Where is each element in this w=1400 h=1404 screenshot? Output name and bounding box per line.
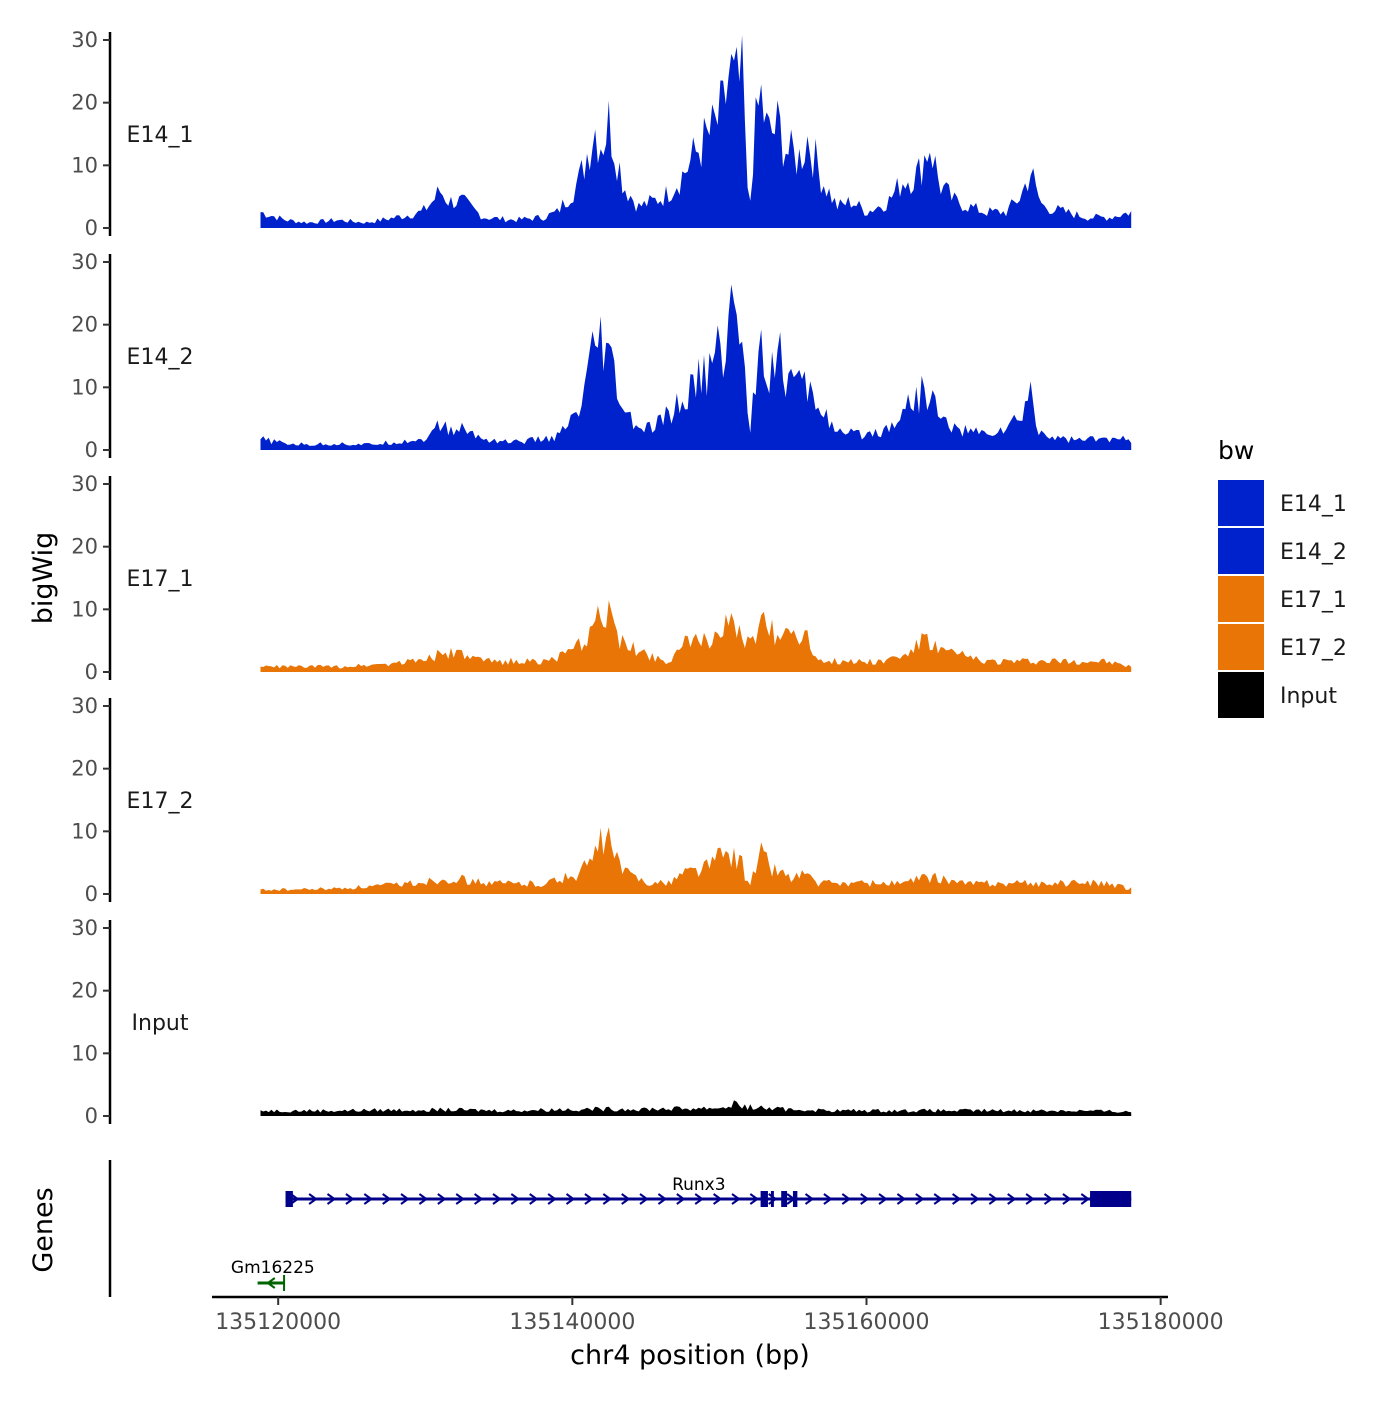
y-tick-label-e17-2-20: 20 bbox=[71, 757, 98, 781]
y-axis-title: bigWig bbox=[28, 532, 59, 625]
signal-area-input bbox=[260, 1100, 1132, 1116]
track-label-input: Input bbox=[132, 1011, 189, 1036]
legend-swatch-e14-2 bbox=[1218, 528, 1264, 574]
legend-swatch-input bbox=[1218, 672, 1264, 718]
y-tick-label-e14-1-0: 0 bbox=[85, 216, 98, 240]
y-tick-label-e17-2-10: 10 bbox=[71, 819, 98, 843]
y-tick-label-e14-2-20: 20 bbox=[71, 313, 98, 337]
track-label-e14-1: E14_1 bbox=[127, 123, 194, 148]
x-axis-title: chr4 position (bp) bbox=[570, 1340, 810, 1371]
track-label-e14-2: E14_2 bbox=[127, 345, 194, 370]
gene-exon-runx3-5 bbox=[1090, 1191, 1132, 1207]
x-tick-label-135120000: 135120000 bbox=[215, 1310, 341, 1335]
y-tick-label-e17-2-0: 0 bbox=[85, 882, 98, 906]
y-tick-label-e17-1-10: 10 bbox=[71, 597, 98, 621]
y-tick-label-e14-1-30: 30 bbox=[71, 28, 98, 52]
legend-swatch-e14-1 bbox=[1218, 480, 1264, 526]
x-tick-label-135140000: 135140000 bbox=[509, 1310, 635, 1335]
legend-title: bw bbox=[1218, 436, 1254, 465]
y-tick-label-input-20: 20 bbox=[71, 979, 98, 1003]
y-tick-label-e14-1-20: 20 bbox=[71, 91, 98, 115]
gene-exon-runx3-4 bbox=[792, 1191, 798, 1207]
gene-label-gm16225: Gm16225 bbox=[231, 1258, 315, 1278]
y-tick-label-input-30: 30 bbox=[71, 916, 98, 940]
genes-track-label: Genes bbox=[28, 1187, 59, 1272]
signal-area-e17-2 bbox=[260, 827, 1132, 894]
y-tick-label-input-10: 10 bbox=[71, 1041, 98, 1065]
gene-exon-runx3-3 bbox=[781, 1191, 788, 1207]
x-tick-label-135160000: 135160000 bbox=[804, 1310, 930, 1335]
signal-area-e14-1 bbox=[260, 35, 1132, 228]
gene-strand-arrows-gm16225 bbox=[266, 1277, 276, 1289]
y-tick-label-e17-1-0: 0 bbox=[85, 660, 98, 684]
legend-label-e17-2: E17_2 bbox=[1280, 636, 1347, 661]
y-tick-label-input-0: 0 bbox=[85, 1104, 98, 1128]
legend-label-e17-1: E17_1 bbox=[1280, 588, 1347, 613]
legend-label-e14-1: E14_1 bbox=[1280, 492, 1347, 517]
gene-exon-runx3-1 bbox=[760, 1191, 768, 1207]
legend-swatch-e17-2 bbox=[1218, 624, 1264, 670]
track-label-e17-1: E17_1 bbox=[127, 567, 194, 592]
legend-swatch-e17-1 bbox=[1218, 576, 1264, 622]
y-tick-label-e14-2-10: 10 bbox=[71, 375, 98, 399]
track-label-e17-2: E17_2 bbox=[127, 789, 194, 814]
y-tick-label-e14-2-30: 30 bbox=[71, 250, 98, 274]
y-tick-label-e17-1-20: 20 bbox=[71, 535, 98, 559]
y-tick-label-e17-2-30: 30 bbox=[71, 694, 98, 718]
legend-label-input: Input bbox=[1280, 684, 1337, 709]
y-tick-label-e14-1-10: 10 bbox=[71, 153, 98, 177]
y-tick-label-e17-1-30: 30 bbox=[71, 472, 98, 496]
gene-exon-runx3-2 bbox=[770, 1191, 774, 1207]
x-tick-label-135180000: 135180000 bbox=[1098, 1310, 1224, 1335]
gene-label-runx3: Runx3 bbox=[672, 1175, 725, 1195]
gene-exon-runx3-0 bbox=[285, 1191, 293, 1207]
gene-strand-arrows-runx3 bbox=[290, 1193, 1127, 1205]
y-tick-label-e14-2-0: 0 bbox=[85, 438, 98, 462]
signal-area-e14-2 bbox=[260, 284, 1132, 450]
legend-label-e14-2: E14_2 bbox=[1280, 540, 1347, 565]
signal-area-e17-1 bbox=[260, 600, 1132, 672]
